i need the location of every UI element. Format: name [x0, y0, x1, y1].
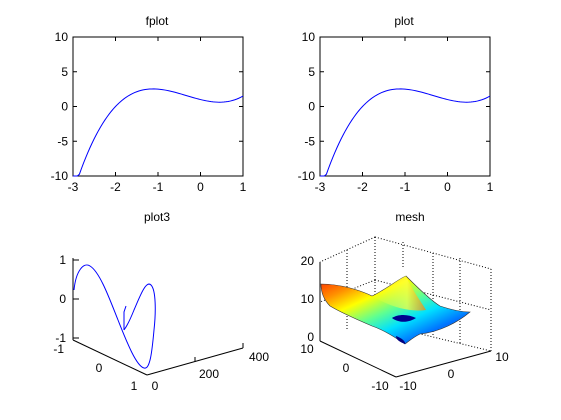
- x-tick-label: 0: [444, 180, 451, 194]
- plot-series-line: [320, 88, 491, 177]
- x-tick-label: -2: [110, 180, 121, 194]
- x-tick-label: 1: [240, 180, 247, 194]
- mesh-z-tick-label: 20: [301, 254, 315, 268]
- x-tick-label: 0: [197, 180, 204, 194]
- mesh-title: mesh: [395, 210, 424, 224]
- y-tick-label: 10: [302, 30, 316, 44]
- plot3-series-line: [73, 264, 156, 369]
- plot3-y-tick-label: 1: [131, 379, 138, 393]
- mesh-z-tick-label: 0: [307, 330, 314, 344]
- plot3-x-tick-label: 200: [199, 367, 219, 381]
- mesh-x-axis: [395, 350, 492, 378]
- mesh-x-tick-label: -10: [399, 379, 417, 393]
- x-tick-label: 1: [487, 180, 494, 194]
- mesh-y-tick-label: -10: [371, 379, 389, 393]
- mesh-y-axis: [319, 340, 397, 378]
- plot3-y-axis: [72, 339, 148, 376]
- x-tick-label: -1: [400, 180, 411, 194]
- y-tick-label: -10: [51, 169, 69, 183]
- subplot-mesh: mesh 20 10 0 10 0 -10 -10 0 10: [300, 210, 509, 393]
- plot-title: plot: [394, 14, 414, 28]
- plot3-z-tick-label: 0: [59, 292, 66, 306]
- plot3-title: plot3: [144, 210, 170, 224]
- x-tick-label: -3: [68, 180, 79, 194]
- fplot-axes-box: [72, 36, 244, 177]
- x-tick-label: -2: [357, 180, 368, 194]
- mesh-z-tick-label: 10: [301, 292, 315, 306]
- plot3-z-tick-label: 1: [59, 253, 66, 267]
- fplot-title: fplot: [146, 14, 169, 28]
- y-tick-label: 0: [61, 100, 68, 114]
- y-tick-label: 0: [308, 100, 315, 114]
- mesh-y-tick-label: 10: [300, 342, 314, 356]
- mesh-x-tick-label: 10: [495, 350, 509, 364]
- plot3-y-tick-label: -1: [53, 342, 64, 356]
- plot-axes-box: [319, 36, 491, 177]
- x-tick-label: -1: [153, 180, 164, 194]
- subplot-plot3: plot3 1 0 -1 -1 0 1 0 200 400: [53, 210, 269, 393]
- y-tick-label: 10: [55, 30, 69, 44]
- fplot-series-line: [73, 88, 244, 177]
- y-tick-label: 5: [61, 65, 68, 79]
- plot3-y-tick-label: 0: [96, 361, 103, 375]
- y-tick-label: -5: [57, 134, 68, 148]
- mesh-y-tick-label: 0: [343, 361, 350, 375]
- x-tick-label: -3: [315, 180, 326, 194]
- mesh-surface-dip: [392, 315, 416, 322]
- mesh-surface-highlight: [372, 276, 426, 311]
- mesh-surface-front: [396, 336, 406, 344]
- plot3-x-tick-label: 0: [152, 379, 159, 393]
- y-tick-label: -5: [304, 134, 315, 148]
- plot3-z-tick-label: -1: [55, 331, 66, 345]
- mesh-x-tick-label: 0: [448, 367, 455, 381]
- y-tick-label: 5: [308, 65, 315, 79]
- plot3-x-tick-label: 400: [249, 350, 269, 364]
- y-tick-label: -10: [298, 169, 316, 183]
